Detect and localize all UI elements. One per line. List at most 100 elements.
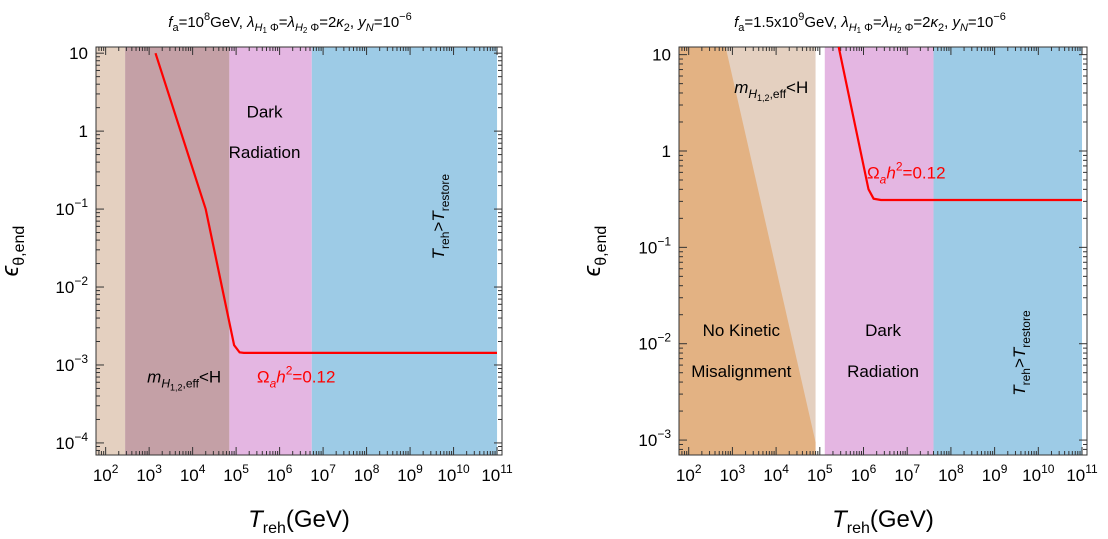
- x-tick-label: 104: [763, 462, 789, 485]
- region-annotation: Radiation: [847, 362, 919, 381]
- relic-density-curve: [154, 52, 497, 354]
- text-span: a: [738, 22, 745, 34]
- text-span: 10: [638, 431, 657, 450]
- text-span: 1,2: [170, 382, 183, 392]
- x-tick-label: 105: [807, 462, 833, 485]
- x-tick-label: 105: [223, 462, 249, 485]
- text-span: 3: [739, 462, 746, 476]
- shaded-region: [229, 47, 312, 455]
- text-span: 2: [938, 22, 944, 34]
- text-span: a: [172, 22, 179, 34]
- text-span: 5: [826, 462, 833, 476]
- text-span: 10: [55, 278, 74, 297]
- text-span: 6: [870, 462, 877, 476]
- text-span: Ω: [257, 367, 270, 386]
- text-span: 6: [286, 462, 293, 476]
- text-span: 2: [303, 26, 308, 35]
- text-span: =: [873, 14, 882, 31]
- text-span: ,: [350, 14, 358, 31]
- text-span: 4: [199, 462, 206, 476]
- text-span: 10: [136, 466, 155, 485]
- text-span: Φ: [861, 22, 873, 34]
- text-span: m: [734, 78, 748, 97]
- text-span: 1: [79, 122, 88, 141]
- region-annotation: Ωah2=0.12: [867, 159, 946, 186]
- text-span: Radiation: [229, 143, 301, 162]
- text-span: 2: [344, 22, 350, 34]
- text-span: 10: [55, 434, 74, 453]
- text-span: m: [147, 367, 161, 386]
- text-span: 2: [286, 363, 293, 377]
- y-tick-label: 10−1: [638, 234, 671, 257]
- text-span: T: [1010, 384, 1029, 396]
- x-tick-label: 107: [310, 462, 336, 485]
- y-tick-label: 1: [662, 142, 671, 161]
- y-tick-label: 10: [652, 46, 671, 65]
- shaded-region: [824, 47, 934, 455]
- text-span: θ,end: [593, 226, 610, 266]
- text-span: 10: [720, 466, 739, 485]
- text-span: 7: [329, 462, 336, 476]
- y-axis-label: ϵθ,end: [579, 226, 610, 277]
- x-axis-label: Treh(GeV): [248, 506, 350, 537]
- x-tick-label: 103: [136, 462, 162, 485]
- text-span: −2: [74, 274, 88, 288]
- text-span: −3: [657, 427, 671, 441]
- y-axis-label: ϵθ,end: [0, 226, 28, 277]
- y-tick-label: 10−3: [55, 352, 88, 375]
- region-annotation: Radiation: [229, 143, 301, 162]
- text-span: 10: [55, 200, 74, 219]
- x-tick-label: 107: [894, 462, 920, 485]
- text-span: GeV,: [804, 14, 841, 31]
- text-span: 10: [354, 466, 373, 485]
- text-span: 10: [638, 238, 657, 257]
- text-span: 11: [1085, 462, 1098, 476]
- text-span: <H: [199, 367, 221, 386]
- text-span: No Kinetic: [703, 321, 781, 340]
- text-span: =0.12: [903, 163, 946, 182]
- text-span: 10: [456, 462, 470, 476]
- text-span: y: [357, 14, 367, 31]
- region-annotation: mH1,2,eff<H: [147, 367, 221, 392]
- text-span: T: [429, 247, 448, 259]
- text-span: Dark: [247, 102, 283, 121]
- chart-title: fa=108GeV, λH1 Φ=λH2 Φ=2κ2, yN=10−6: [168, 11, 411, 35]
- text-span: 9: [1001, 462, 1008, 476]
- text-span: −6: [993, 11, 1006, 23]
- region-annotation: Misalignment: [691, 362, 791, 381]
- plot-frame: [95, 46, 503, 456]
- text-span: ,: [944, 14, 952, 31]
- y-tick-label: 10−4: [55, 430, 88, 453]
- text-span: 10: [481, 466, 500, 485]
- text-span: h: [886, 163, 895, 182]
- text-span: ϵ: [579, 265, 606, 276]
- text-span: 1: [262, 26, 267, 35]
- text-span: GeV,: [210, 14, 247, 31]
- x-tick-label: 102: [676, 462, 702, 485]
- text-span: 10: [807, 466, 826, 485]
- text-span: reh: [847, 520, 870, 537]
- text-span: ,eff: [183, 376, 200, 390]
- text-span: Φ: [307, 22, 319, 34]
- region-annotation: Dark: [865, 321, 901, 340]
- text-span: 1: [857, 26, 862, 35]
- text-span: N: [366, 22, 374, 34]
- text-span: =1.5x10: [744, 14, 798, 31]
- shaded-triangle: [679, 47, 816, 455]
- x-tick-label: 104: [180, 462, 206, 485]
- y-tick-label: 10: [69, 44, 88, 63]
- chart-title: fa=1.5x109GeV, λH1 Φ=λH2 Φ=2κ2, yN=10−6: [734, 11, 1006, 35]
- text-span: ϵ: [0, 265, 24, 276]
- text-span: >: [429, 222, 448, 232]
- text-span: 10: [267, 466, 286, 485]
- text-span: 10: [223, 466, 242, 485]
- text-span: =10: [968, 14, 993, 31]
- text-span: Ω: [867, 163, 880, 182]
- text-span: 10: [397, 466, 416, 485]
- text-span: −6: [399, 11, 412, 23]
- text-span: N: [960, 22, 968, 34]
- text-span: H: [161, 376, 170, 390]
- text-span: ,eff: [770, 87, 787, 101]
- text-span: 10: [851, 466, 870, 485]
- region-annotation: mH1,2,eff<H: [734, 78, 808, 103]
